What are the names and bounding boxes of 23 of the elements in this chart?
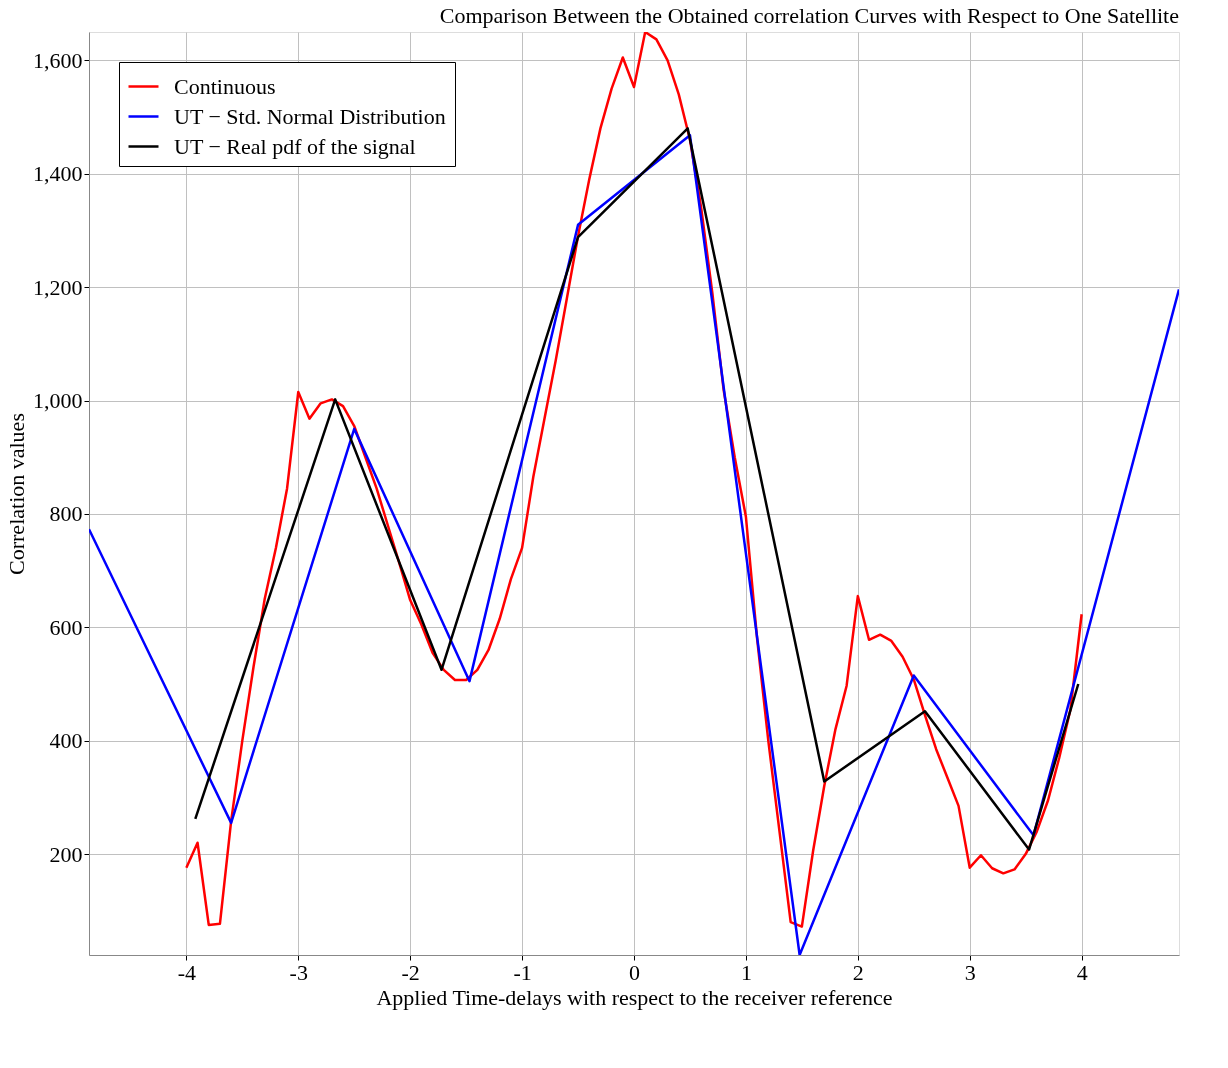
y-axis-title: Correlation values bbox=[4, 413, 29, 575]
legend-label: Continuous bbox=[174, 73, 276, 99]
x-tick-label: 3 bbox=[964, 959, 976, 985]
legend-label: UT − Std. Normal Distribution bbox=[174, 103, 446, 129]
legend-label: UT − Real pdf of the signal bbox=[174, 133, 416, 159]
y-tick-label: 1,400 bbox=[33, 161, 83, 187]
x-axis-title: Applied Time-delays with respect to the receiver reference bbox=[376, 984, 893, 1010]
y-tick-label: 600 bbox=[49, 614, 83, 640]
x-tick-label: 0 bbox=[629, 959, 640, 985]
x-tick-label: -2 bbox=[401, 959, 420, 985]
y-tick-label: 1,200 bbox=[33, 274, 83, 300]
x-tick-label: -1 bbox=[513, 959, 532, 985]
y-tick-label: 200 bbox=[49, 841, 83, 867]
y-tick-label: 1,600 bbox=[33, 47, 83, 73]
y-tick-label: 400 bbox=[49, 728, 83, 754]
x-tick-label: 2 bbox=[852, 959, 864, 985]
x-tick-label: 1 bbox=[740, 959, 752, 985]
chart-title: Comparison Between the Obtained correlation Curves with Respect to One Satellite bbox=[439, 3, 1179, 28]
x-tick-label: -3 bbox=[289, 959, 308, 985]
y-tick-label: 1,000 bbox=[33, 388, 83, 414]
y-tick-label: 800 bbox=[49, 501, 83, 527]
x-tick-label: -4 bbox=[177, 959, 197, 985]
x-tick-label: 4 bbox=[1076, 959, 1088, 985]
